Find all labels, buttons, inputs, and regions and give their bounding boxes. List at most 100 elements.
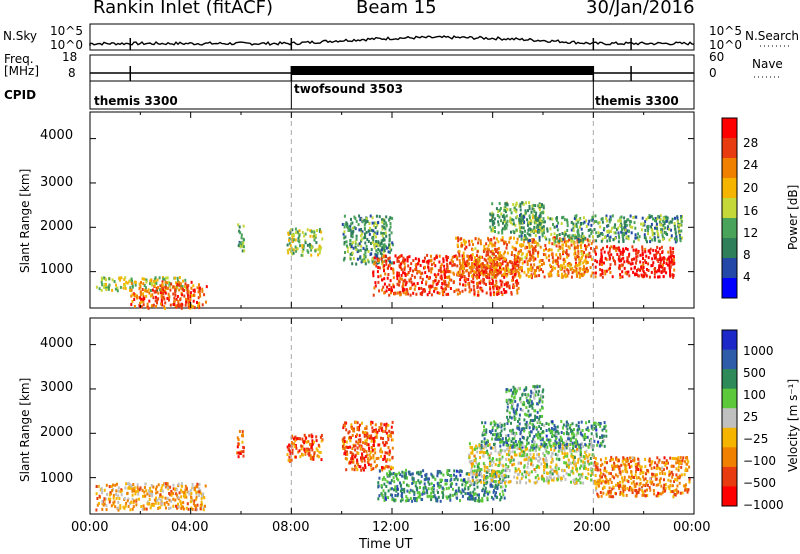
data-cell <box>500 495 503 499</box>
data-cell <box>542 270 544 274</box>
data-cell <box>518 267 521 271</box>
data-cell <box>385 289 388 293</box>
data-cell <box>453 492 456 496</box>
data-cell <box>563 240 566 244</box>
data-cell <box>599 225 602 229</box>
data-cell <box>366 237 369 241</box>
data-cell <box>373 429 375 432</box>
data-cell <box>451 482 454 486</box>
data-cell <box>522 474 525 478</box>
data-cell <box>545 434 548 438</box>
data-cell <box>512 275 515 279</box>
data-cell <box>490 272 493 276</box>
data-cell <box>541 259 544 262</box>
data-cell <box>464 280 467 284</box>
data-cell <box>145 507 148 511</box>
data-cell <box>547 481 550 485</box>
data-cell <box>341 444 344 448</box>
data-cell <box>509 268 512 272</box>
data-cell <box>460 469 463 473</box>
data-cell <box>588 462 591 466</box>
data-cell <box>482 462 485 465</box>
data-cell <box>545 256 548 260</box>
data-cell <box>129 502 131 506</box>
data-cell <box>298 233 301 237</box>
data-cell <box>570 480 572 484</box>
data-cell <box>576 232 579 236</box>
data-cell <box>126 499 129 503</box>
data-cell <box>482 280 485 284</box>
data-cell <box>551 468 554 472</box>
data-cell <box>545 429 548 432</box>
data-cell <box>470 239 473 243</box>
data-cell <box>619 273 622 277</box>
data-cell <box>487 264 490 268</box>
data-cell <box>506 262 509 266</box>
data-cell <box>519 481 522 485</box>
data-cell <box>662 268 665 272</box>
data-cell <box>360 468 363 472</box>
data-cell <box>242 237 245 241</box>
data-cell <box>406 272 409 276</box>
data-cell <box>459 274 462 278</box>
data-cell <box>506 266 509 270</box>
data-cell <box>493 274 496 278</box>
data-cell <box>634 236 637 240</box>
data-cell <box>382 254 385 258</box>
data-cell <box>533 225 536 229</box>
data-cell <box>117 506 120 510</box>
data-cell <box>513 206 516 210</box>
data-cell <box>135 503 138 507</box>
data-cell <box>536 223 539 227</box>
data-cell <box>582 216 585 220</box>
data-cell <box>368 449 371 453</box>
data-cell <box>591 215 594 219</box>
data-cell <box>476 282 478 286</box>
data-cell <box>437 269 440 273</box>
data-cell <box>383 222 386 226</box>
data-cell <box>516 214 519 218</box>
data-cell <box>153 280 156 284</box>
data-cell <box>543 442 546 446</box>
data-cell <box>647 216 650 220</box>
data-cell <box>506 422 509 425</box>
data-cell <box>508 437 511 441</box>
data-cell <box>521 261 524 265</box>
data-cell <box>437 279 440 283</box>
data-cell <box>357 441 360 445</box>
data-cell <box>415 268 418 271</box>
data-cell <box>242 454 245 458</box>
data-cell <box>612 256 615 260</box>
data-cell <box>585 453 588 457</box>
data-cell <box>164 306 166 310</box>
data-cell <box>117 494 120 498</box>
data-cell <box>363 459 366 463</box>
data-cell <box>563 234 566 238</box>
data-cell <box>554 431 557 434</box>
data-cell <box>546 445 549 449</box>
data-cell <box>353 215 356 219</box>
data-cell <box>318 251 321 255</box>
data-cell <box>514 469 517 473</box>
data-cell <box>170 282 173 286</box>
data-cell <box>149 492 152 496</box>
data-cell <box>176 295 179 298</box>
data-cell <box>513 453 516 457</box>
data-cell <box>490 213 493 217</box>
data-cell <box>489 477 492 481</box>
data-cell <box>310 230 313 234</box>
data-cell <box>541 444 544 448</box>
data-cell <box>636 269 639 272</box>
data-cell <box>531 246 534 250</box>
data-cell <box>627 235 630 239</box>
data-cell <box>378 289 381 293</box>
data-cell <box>566 221 569 225</box>
data-cell <box>354 448 357 452</box>
data-cell <box>142 299 145 303</box>
data-cell <box>584 247 587 251</box>
data-cell <box>486 250 489 254</box>
data-cell <box>666 263 669 267</box>
data-cell <box>548 258 551 262</box>
data-cell <box>497 480 500 484</box>
data-cell <box>494 433 497 437</box>
